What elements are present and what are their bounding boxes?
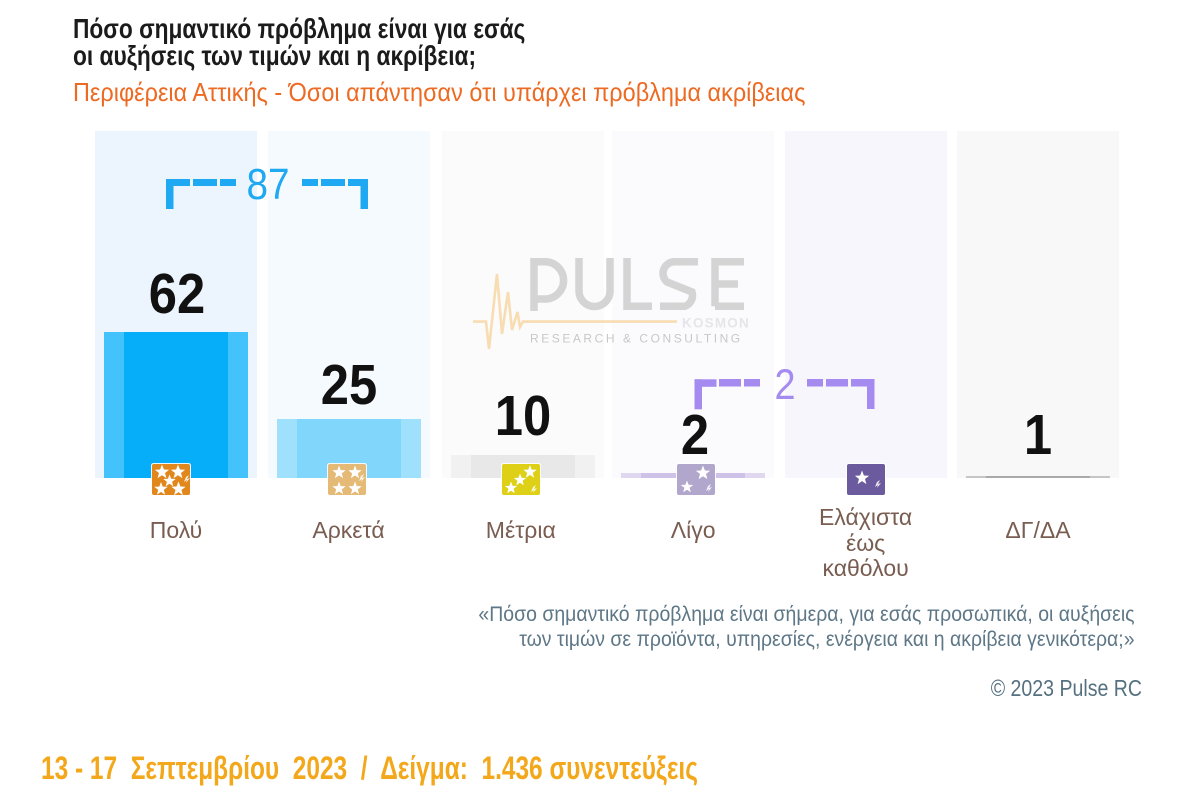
svg-text:RESEARCH & CONSULTING: RESEARCH & CONSULTING — [530, 332, 743, 346]
svg-text:KOSMON: KOSMON — [682, 316, 750, 331]
